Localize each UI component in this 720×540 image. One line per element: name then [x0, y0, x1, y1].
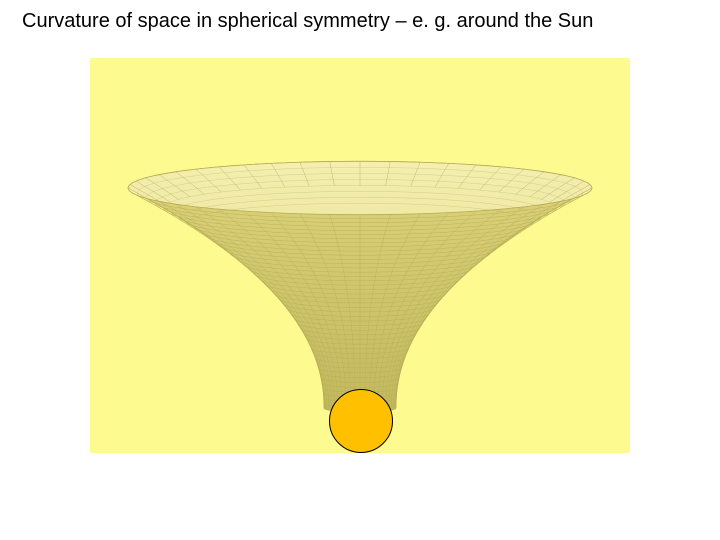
- sun-circle: [329, 389, 393, 453]
- diagram-panel: [90, 58, 630, 453]
- slide: Curvature of space in spherical symmetry…: [0, 0, 720, 540]
- slide-title: Curvature of space in spherical symmetry…: [22, 10, 593, 33]
